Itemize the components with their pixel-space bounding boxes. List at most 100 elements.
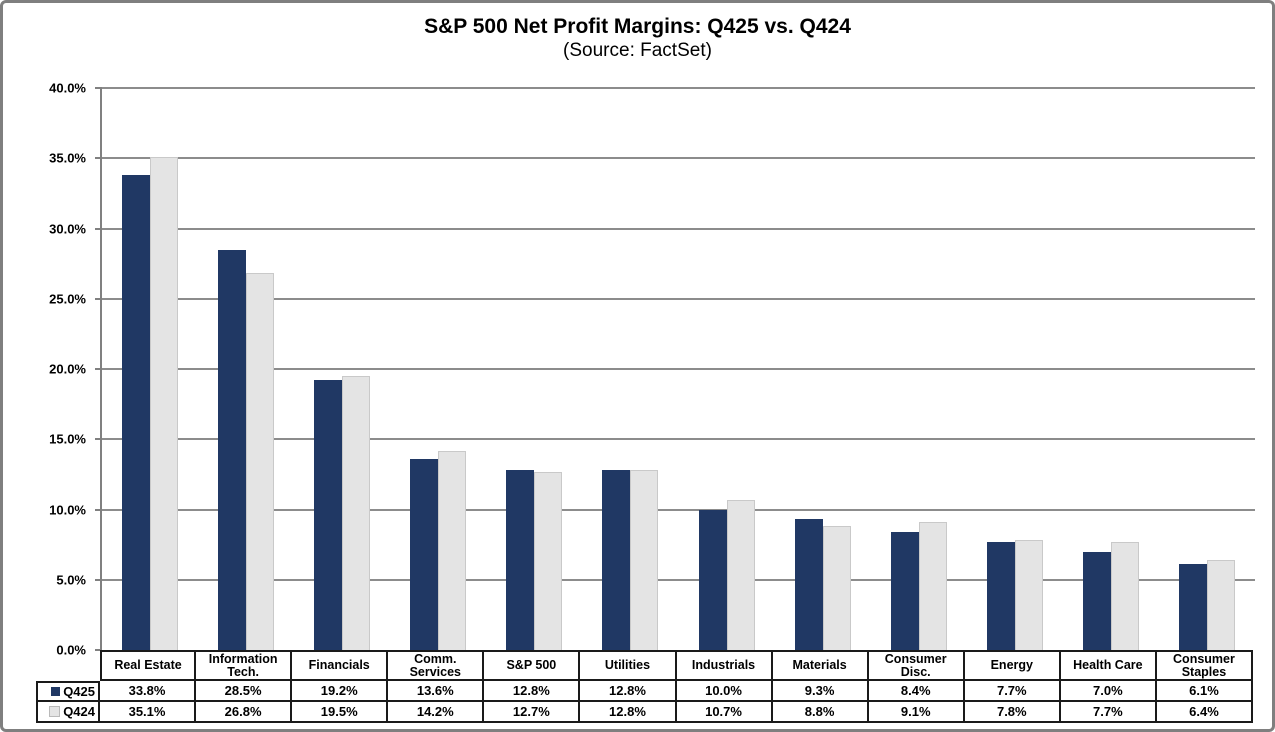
bar-group-s-p-500 xyxy=(486,88,582,650)
gridline xyxy=(102,227,1255,230)
bar-q425-consumer-staples xyxy=(1178,564,1207,650)
bar-group-energy xyxy=(967,88,1063,650)
y-axis-label-20-0: 20.0% xyxy=(49,361,86,377)
bar-q424-real-estate xyxy=(150,156,179,650)
y-axis-tick xyxy=(95,227,102,230)
value-q424-comm-services: 14.2% xyxy=(388,702,485,723)
gridline xyxy=(102,157,1255,160)
chart-subtitle: (Source: FactSet) xyxy=(563,40,712,61)
data-table: Real Estate Information Tech. Financials Co… xyxy=(36,650,1253,723)
bar-group-real-estate xyxy=(102,88,198,650)
bar-q425-energy xyxy=(986,541,1015,650)
value-q424-health-care: 7.7% xyxy=(1060,702,1157,723)
y-axis-label-25-0: 25.0% xyxy=(49,291,86,307)
value-q424-energy: 7.8% xyxy=(964,702,1061,723)
bar-q424-energy xyxy=(1014,540,1043,650)
y-axis-tick xyxy=(95,649,102,651)
bar-group-financials xyxy=(294,88,390,650)
y-axis-label-10-0: 10.0% xyxy=(49,502,86,517)
value-q424-utilities: 12.8% xyxy=(580,702,677,723)
legend-label-q425: Q425 xyxy=(63,684,95,699)
value-q424-s-p-500: 12.7% xyxy=(484,702,581,723)
legend-swatch-q425 xyxy=(51,687,61,696)
value-q424-financials: 19.5% xyxy=(292,702,389,723)
gridline xyxy=(102,508,1255,511)
category-header-materials: Materials xyxy=(772,650,869,681)
value-q425-financials: 19.2% xyxy=(292,681,389,702)
y-axis-tick xyxy=(95,368,102,370)
bar-group-comm-services xyxy=(390,88,486,650)
legend-key-q425: Q425 xyxy=(36,681,100,702)
bar-q425-health-care xyxy=(1082,551,1111,650)
bar-group-consumer-staples xyxy=(1159,88,1255,650)
y-axis-label-15-0: 15.0% xyxy=(49,431,86,447)
bar-group-utilities xyxy=(582,88,678,650)
bar-group-information-tech xyxy=(198,88,294,650)
y-axis-label-30-0: 30.0% xyxy=(49,221,86,236)
bar-q425-information-tech xyxy=(218,249,247,650)
y-axis: 40.0% 35.0% 30.0% 25.0% 20.0% 15.0% 10.0% 5.0% 0… xyxy=(3,81,102,658)
bar-q424-consumer-disc xyxy=(918,522,947,650)
value-q424-consumer-disc: 9.1% xyxy=(868,702,965,723)
value-q425-consumer-disc: 8.4% xyxy=(868,681,965,702)
value-q425-real-estate: 33.8% xyxy=(100,681,197,702)
gridline xyxy=(102,438,1255,441)
value-q424-real-estate: 35.1% xyxy=(100,702,197,723)
bar-q424-health-care xyxy=(1110,541,1139,650)
value-q424-information-tech: 26.8% xyxy=(196,702,293,723)
category-header-energy: Energy xyxy=(964,650,1061,681)
value-q425-s-p-500: 12.8% xyxy=(484,681,581,702)
category-header-financials: Financials xyxy=(292,650,389,681)
bar-q424-utilities xyxy=(630,470,659,650)
bar-groups xyxy=(102,88,1255,650)
y-axis-label-35-0: 35.0% xyxy=(49,150,86,166)
category-header-health-care: Health Care xyxy=(1060,650,1157,681)
bar-group-health-care xyxy=(1063,88,1159,650)
category-header-comm-services: Comm. Services xyxy=(388,650,485,681)
gridline xyxy=(102,578,1255,581)
bar-q424-consumer-staples xyxy=(1206,560,1235,650)
bar-group-industrials xyxy=(678,88,774,650)
bar-q425-real-estate xyxy=(122,175,151,650)
bar-q425-s-p-500 xyxy=(506,470,535,650)
category-header-utilities: Utilities xyxy=(580,650,677,681)
category-header-information-tech: Information Tech. xyxy=(196,650,293,681)
gridline xyxy=(102,368,1255,370)
bar-q424-comm-services xyxy=(438,450,467,650)
category-header-s-p-500: S&P 500 xyxy=(484,650,581,681)
legend-key-q424: Q424 xyxy=(36,702,100,723)
gridline xyxy=(102,87,1255,89)
y-axis-tick xyxy=(95,87,102,89)
bar-q425-comm-services xyxy=(410,458,439,650)
legend-label-q424: Q424 xyxy=(63,704,95,719)
category-header-industrials: Industrials xyxy=(676,650,773,681)
value-q425-industrials: 10.0% xyxy=(676,681,773,702)
value-q424-materials: 8.8% xyxy=(772,702,869,723)
bar-q424-industrials xyxy=(726,499,755,650)
category-header-consumer-staples: Consumer Staples xyxy=(1156,650,1253,681)
value-q424-consumer-staples: 6.4% xyxy=(1156,702,1253,723)
bar-q424-materials xyxy=(822,526,851,650)
bar-q425-industrials xyxy=(698,509,727,650)
legend-swatch-q424 xyxy=(49,706,61,717)
y-axis-label-0-0: 0.0% xyxy=(56,642,86,658)
table-corner-cell xyxy=(36,650,100,681)
value-q425-energy: 7.7% xyxy=(964,681,1061,702)
y-axis-tick xyxy=(95,297,102,300)
category-header-real-estate: Real Estate xyxy=(100,650,197,681)
bar-q424-information-tech xyxy=(246,273,275,650)
y-axis-label-5-0: 5.0% xyxy=(56,572,86,588)
bar-q425-materials xyxy=(794,519,823,650)
value-q425-consumer-staples: 6.1% xyxy=(1156,681,1253,702)
bar-q425-consumer-disc xyxy=(890,531,919,650)
y-axis-tick xyxy=(95,508,102,511)
value-q425-materials: 9.3% xyxy=(772,681,869,702)
gridline xyxy=(102,297,1255,300)
y-axis-label-40-0: 40.0% xyxy=(49,80,86,96)
value-q425-comm-services: 13.6% xyxy=(388,681,485,702)
bar-q424-s-p-500 xyxy=(534,471,563,650)
category-header-consumer-disc: Consumer Disc. xyxy=(868,650,965,681)
y-axis-tick xyxy=(95,578,102,581)
y-axis-tick xyxy=(95,157,102,160)
plot-area xyxy=(100,87,1255,650)
